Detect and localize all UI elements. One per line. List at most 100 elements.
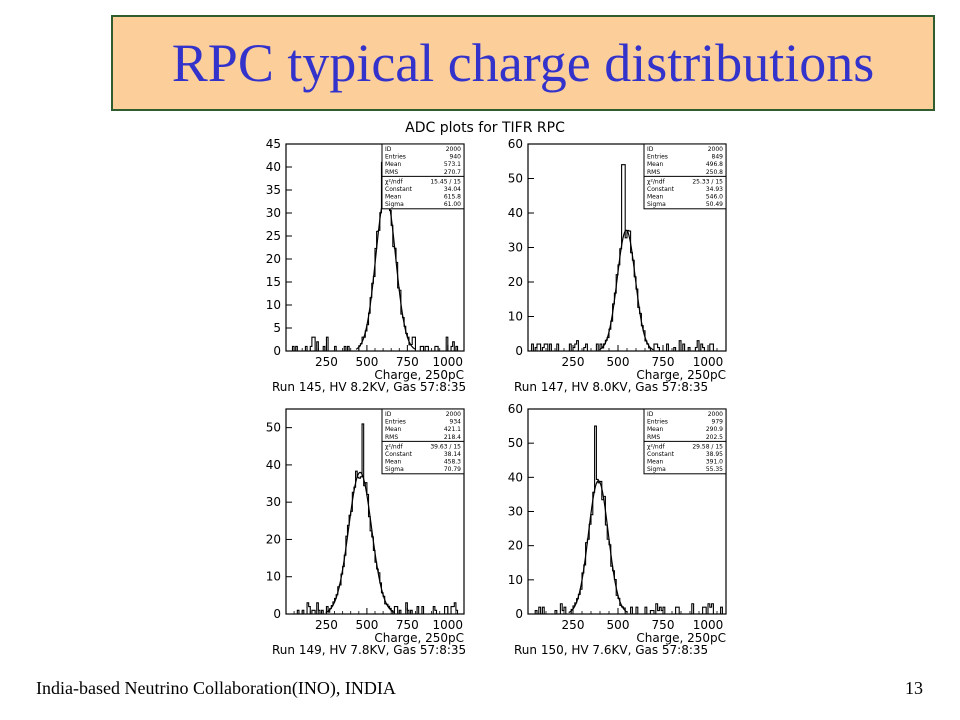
y-tick-label: 10 bbox=[508, 573, 523, 587]
stats-value: 202.5 bbox=[706, 434, 723, 441]
slide-title: RPC typical charge distributions bbox=[171, 33, 875, 93]
y-tick-label: 30 bbox=[508, 241, 523, 255]
page-number: 13 bbox=[905, 678, 923, 698]
stats-value: 290.9 bbox=[706, 426, 723, 433]
gaussian-fit-curve bbox=[325, 471, 395, 613]
stats-label: Mean bbox=[385, 459, 402, 466]
stats-value: 940 bbox=[450, 154, 462, 161]
footer-organization: India-based Neutrino Collaboration(INO),… bbox=[36, 678, 396, 698]
stats-label: ID bbox=[385, 411, 392, 418]
stats-value: 29.58 / 15 bbox=[692, 443, 723, 450]
y-tick-label: 60 bbox=[508, 402, 523, 416]
stats-label: Entries bbox=[647, 419, 668, 426]
stats-label: ID bbox=[647, 146, 654, 153]
stats-value: 50.49 bbox=[706, 201, 723, 208]
stats-label: χ²/ndf bbox=[647, 178, 666, 185]
stats-value: 496.8 bbox=[706, 161, 723, 168]
stats-label: Mean bbox=[647, 426, 664, 433]
stats-value: 458.3 bbox=[444, 459, 461, 466]
y-tick-label: 30 bbox=[266, 206, 281, 220]
stats-label: Mean bbox=[385, 161, 402, 168]
stats-label: χ²/ndf bbox=[385, 443, 404, 450]
stats-value: 34.04 bbox=[444, 186, 461, 193]
stats-value: 15.45 / 15 bbox=[430, 178, 461, 185]
stats-label: Entries bbox=[385, 154, 406, 161]
stats-value: 2000 bbox=[708, 146, 723, 153]
stats-value: 2000 bbox=[708, 411, 723, 418]
stats-value: 39.63 / 15 bbox=[430, 443, 461, 450]
stats-value: 546.0 bbox=[706, 194, 723, 201]
stats-label: RMS bbox=[647, 434, 660, 441]
stats-value: 391.0 bbox=[706, 459, 723, 466]
y-tick-label: 50 bbox=[508, 436, 523, 450]
panel-caption: Run 149, HV 7.8KV, Gas 57:8:35 bbox=[272, 643, 466, 657]
stats-label: Mean bbox=[385, 194, 402, 201]
stats-label: Entries bbox=[385, 419, 406, 426]
figure-title: ADC plots for TIFR RPC bbox=[405, 120, 565, 136]
title-box: RPC typical charge distributions bbox=[111, 15, 935, 111]
y-tick-label: 45 bbox=[266, 137, 281, 151]
y-tick-label: 50 bbox=[508, 172, 523, 186]
y-tick-label: 40 bbox=[508, 470, 523, 484]
x-axis-label: Charge, 250pC bbox=[636, 368, 726, 382]
y-tick-label: 0 bbox=[273, 607, 281, 621]
stats-label: Entries bbox=[647, 154, 668, 161]
histogram-bars bbox=[531, 164, 723, 352]
y-tick-label: 0 bbox=[515, 344, 523, 358]
y-tick-label: 0 bbox=[515, 607, 523, 621]
x-tick-label: 750 bbox=[652, 355, 675, 369]
y-tick-label: 20 bbox=[266, 252, 281, 266]
y-tick-label: 25 bbox=[266, 229, 281, 243]
stats-value: 250.8 bbox=[706, 169, 723, 176]
y-tick-label: 50 bbox=[266, 421, 281, 435]
stats-label: ID bbox=[647, 411, 654, 418]
stats-label: RMS bbox=[385, 169, 398, 176]
stats-label: χ²/ndf bbox=[385, 178, 404, 185]
stats-value: 573.1 bbox=[444, 161, 461, 168]
y-tick-label: 10 bbox=[508, 310, 523, 324]
x-tick-label: 750 bbox=[396, 618, 419, 632]
y-tick-label: 40 bbox=[508, 206, 523, 220]
stats-value: 615.8 bbox=[444, 194, 461, 201]
y-tick-label: 0 bbox=[273, 344, 281, 358]
panel-caption: Run 147, HV 8.0KV, Gas 57:8:35 bbox=[514, 380, 708, 394]
stats-value: 38.95 bbox=[706, 451, 723, 458]
histogram-bars bbox=[289, 423, 461, 615]
x-tick-label: 500 bbox=[355, 355, 378, 369]
histogram-bars bbox=[289, 161, 461, 352]
stats-value: 2000 bbox=[446, 411, 461, 418]
stats-value: 979 bbox=[712, 419, 724, 426]
stats-label: Constant bbox=[647, 451, 675, 458]
y-tick-label: 20 bbox=[508, 539, 523, 553]
stats-value: 218.4 bbox=[444, 434, 461, 441]
stats-value: 934 bbox=[450, 419, 462, 426]
y-tick-label: 30 bbox=[508, 505, 523, 519]
stats-label: ID bbox=[385, 146, 392, 153]
x-tick-label: 1000 bbox=[693, 355, 724, 369]
x-tick-label: 1000 bbox=[433, 355, 464, 369]
x-tick-label: 250 bbox=[315, 618, 338, 632]
y-tick-label: 15 bbox=[266, 275, 281, 289]
x-tick-label: 500 bbox=[607, 618, 630, 632]
x-tick-label: 750 bbox=[396, 355, 419, 369]
stats-label: Mean bbox=[647, 161, 664, 168]
stats-label: RMS bbox=[385, 434, 398, 441]
stats-label: χ²/ndf bbox=[647, 443, 666, 450]
stats-label: Sigma bbox=[385, 201, 404, 208]
stats-value: 2000 bbox=[446, 146, 461, 153]
stats-label: Mean bbox=[647, 459, 664, 466]
x-tick-label: 750 bbox=[652, 618, 675, 632]
stats-value: 849 bbox=[712, 154, 724, 161]
x-tick-label: 1000 bbox=[693, 618, 724, 632]
stats-value: 55.35 bbox=[706, 466, 723, 473]
stats-label: Constant bbox=[647, 186, 675, 193]
y-tick-label: 10 bbox=[266, 298, 281, 312]
stats-value: 25.33 / 15 bbox=[692, 178, 723, 185]
stats-label: Constant bbox=[385, 186, 413, 193]
stats-label: Sigma bbox=[647, 201, 666, 208]
gaussian-fit-curve bbox=[599, 229, 654, 351]
y-tick-label: 40 bbox=[266, 458, 281, 472]
